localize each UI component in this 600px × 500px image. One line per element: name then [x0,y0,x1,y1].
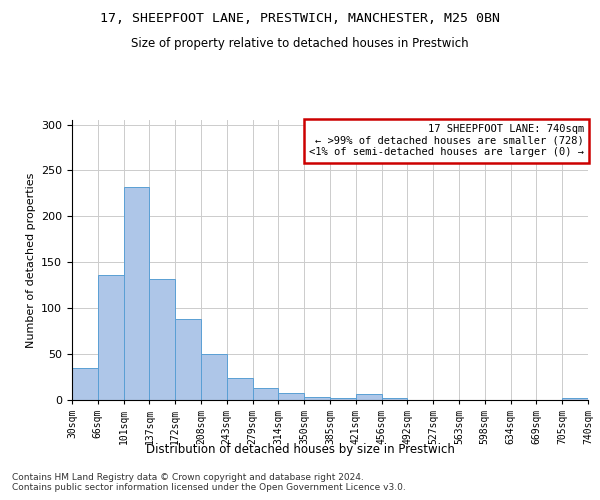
Bar [330,398,356,400]
Bar [382,398,407,400]
Bar [304,397,330,400]
Text: 17 SHEEPFOOT LANE: 740sqm
← >99% of detached houses are smaller (728)
<1% of sem: 17 SHEEPFOOT LANE: 740sqm ← >99% of deta… [309,124,584,158]
Text: Size of property relative to detached houses in Prestwich: Size of property relative to detached ho… [131,38,469,51]
Bar [356,394,382,400]
Bar [278,392,304,400]
Bar [124,187,149,400]
Text: 17, SHEEPFOOT LANE, PRESTWICH, MANCHESTER, M25 0BN: 17, SHEEPFOOT LANE, PRESTWICH, MANCHESTE… [100,12,500,26]
Y-axis label: Number of detached properties: Number of detached properties [26,172,35,348]
Bar [227,378,253,400]
Text: Distribution of detached houses by size in Prestwich: Distribution of detached houses by size … [146,442,454,456]
Bar [253,388,278,400]
Bar [201,354,227,400]
Bar [175,319,201,400]
Text: Contains HM Land Registry data © Crown copyright and database right 2024.
Contai: Contains HM Land Registry data © Crown c… [12,472,406,492]
Bar [562,398,588,400]
Bar [98,275,124,400]
Bar [72,368,98,400]
Bar [149,279,175,400]
